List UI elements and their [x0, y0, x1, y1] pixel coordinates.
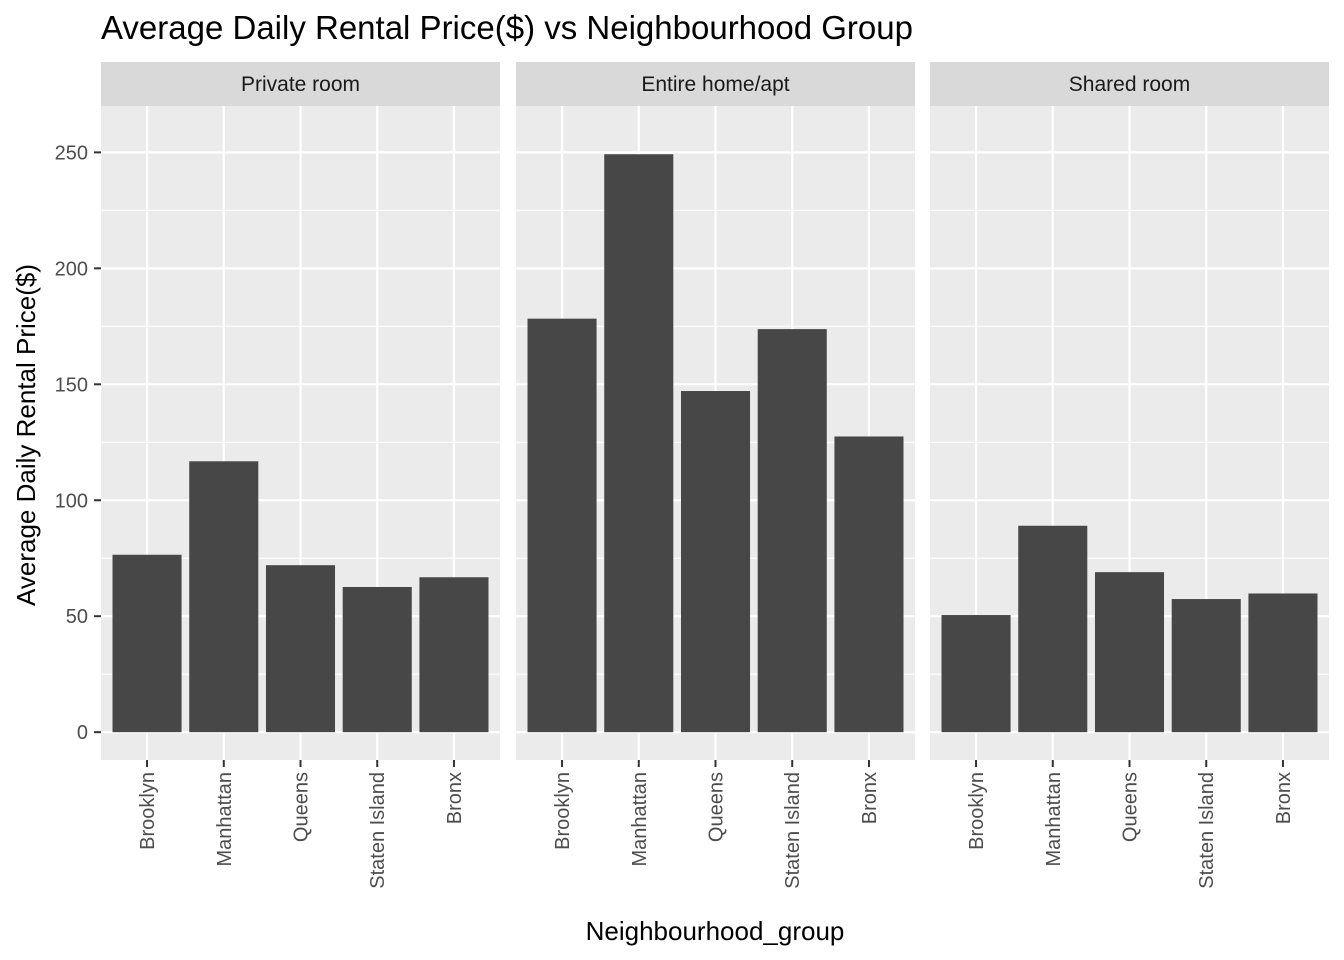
x-tick-label: Staten Island [367, 772, 389, 889]
x-tick-label: Manhattan [1043, 772, 1065, 867]
bar [419, 577, 489, 733]
x-tick-label: Brooklyn [137, 772, 159, 850]
y-tick-label: 50 [66, 606, 88, 628]
x-tick-label: Manhattan [629, 772, 651, 867]
bar [527, 318, 597, 733]
y-tick-label: 250 [55, 142, 88, 164]
bar [1018, 525, 1088, 733]
x-tick-label: Queens [706, 772, 728, 842]
bar [1171, 599, 1241, 733]
chart-title: Average Daily Rental Price($) vs Neighbo… [101, 9, 913, 46]
x-tick-label: Manhattan [214, 772, 236, 867]
x-tick-label: Staten Island [1196, 772, 1218, 889]
bar [941, 615, 1011, 733]
bar [1248, 593, 1318, 733]
facet-panel: Shared room Brooklyn Manhattan Queens Staten… [930, 62, 1329, 889]
facet-strip [516, 62, 915, 106]
bar [604, 154, 674, 733]
bar [757, 329, 827, 733]
facet-strip [101, 62, 500, 106]
y-tick-label: 100 [55, 490, 88, 512]
y-axis-title: Average Daily Rental Price($) [11, 264, 41, 606]
facet-panel: Private room Brooklyn Manhattan Queens State… [101, 62, 500, 889]
x-tick-label: Brooklyn [552, 772, 574, 850]
x-tick-label: Staten Island [782, 772, 804, 889]
bar [1094, 572, 1165, 733]
x-tick-label: Brooklyn [966, 772, 988, 850]
y-tick-label: 200 [55, 258, 88, 280]
x-tick-label: Queens [1120, 772, 1142, 842]
y-tick-label: 150 [55, 374, 88, 396]
bar [342, 586, 412, 733]
x-tick-label: Bronx [859, 772, 881, 824]
bar [112, 554, 182, 733]
bar [834, 436, 904, 733]
x-axis-title: Neighbourhood_group [586, 916, 845, 946]
y-axis: 0 50 100 150 200 250 [55, 142, 101, 744]
bar [680, 391, 751, 733]
facet-label: Entire home/apt [641, 73, 789, 96]
bar [189, 461, 259, 733]
facet-panel: Entire home/apt Brooklyn Manhattan Queens St… [516, 62, 915, 889]
facet-label: Shared room [1069, 73, 1190, 96]
x-tick-label: Bronx [444, 772, 466, 824]
bar [265, 565, 336, 733]
x-tick-label: Bronx [1273, 772, 1295, 824]
facet-panels: Private room Brooklyn Manhattan Queens State… [101, 62, 1329, 889]
x-tick-label: Queens [291, 772, 313, 842]
facet-strip [930, 62, 1329, 106]
facet-label: Private room [241, 73, 360, 96]
y-tick-label: 0 [77, 722, 88, 744]
